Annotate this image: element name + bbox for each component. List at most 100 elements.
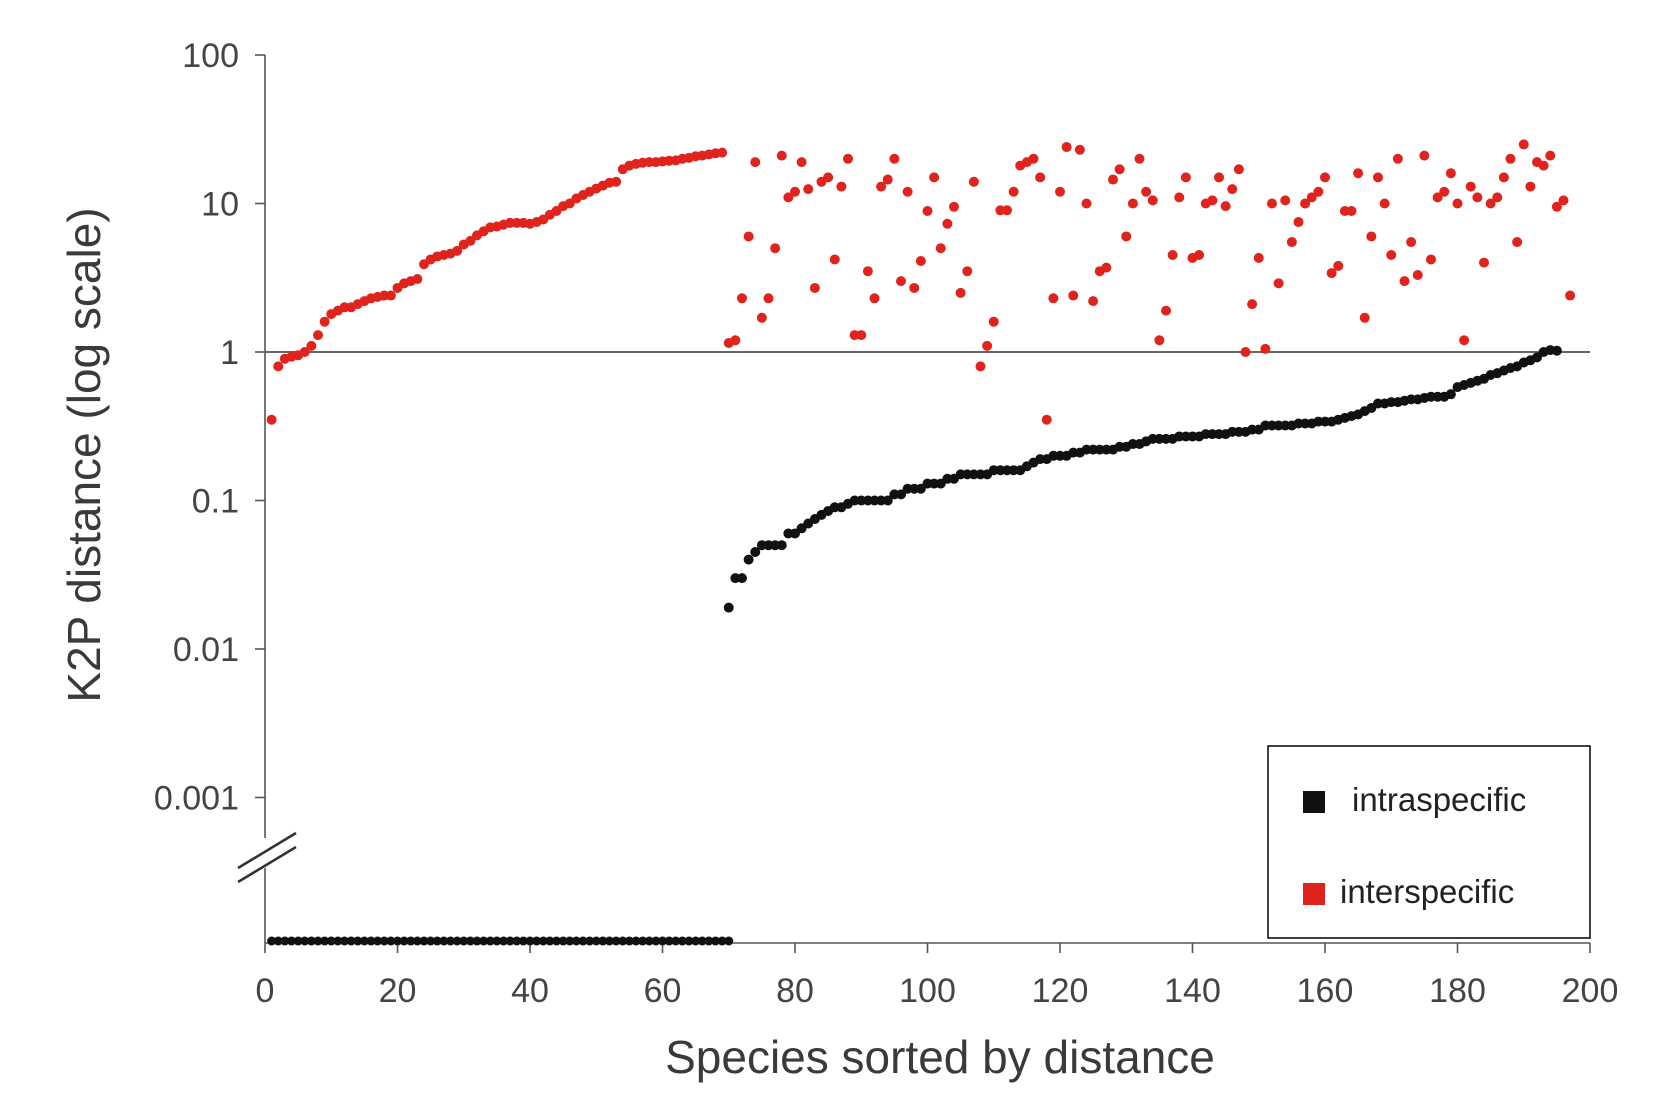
interspecific-point: [1313, 186, 1324, 197]
interspecific-point: [1194, 249, 1205, 260]
intraspecific-point: [492, 936, 502, 946]
interspecific-point: [1220, 201, 1231, 212]
intraspecific-point: [651, 936, 661, 946]
interspecific-point: [1565, 290, 1576, 301]
intraspecific-point: [1551, 345, 1562, 356]
interspecific-point: [319, 316, 330, 327]
interspecific-point: [1267, 198, 1277, 209]
interspecific-point: [1445, 168, 1456, 179]
intraspecific-point: [750, 546, 761, 557]
interspecific-point: [1028, 153, 1039, 164]
interspecific-point: [299, 347, 310, 357]
interspecific-point: [1399, 276, 1410, 287]
intraspecific-point: [426, 936, 436, 946]
interspecific-point: [776, 150, 787, 161]
interspecific-point: [1326, 268, 1337, 279]
interspecific-point: [949, 201, 959, 212]
x-tick-label: 140: [1164, 972, 1221, 1010]
intraspecific-point: [373, 936, 383, 946]
intraspecific-point: [896, 489, 906, 500]
intraspecific-point: [313, 936, 323, 946]
interspecific-point: [1214, 172, 1224, 183]
interspecific-point: [1465, 181, 1476, 192]
interspecific-point: [1386, 249, 1397, 260]
intraspecific-point: [1445, 389, 1456, 400]
interspecific-point: [1419, 150, 1430, 161]
interspecific-point: [862, 266, 873, 277]
interspecific-point: [783, 192, 794, 203]
interspecific-point: [306, 340, 317, 351]
intraspecific-point: [691, 936, 701, 946]
interspecific-point: [730, 335, 741, 346]
intraspecific-point: [359, 936, 369, 946]
interspecific-point: [1353, 168, 1364, 179]
intraspecific-point: [605, 936, 614, 946]
legend-swatch-interspecific: [1303, 883, 1325, 905]
interspecific-point: [1253, 252, 1264, 263]
intraspecific-point: [512, 936, 522, 946]
y-tick-label: 0.1: [192, 483, 239, 521]
interspecific-point: [743, 231, 754, 242]
y-tick-label: 100: [182, 37, 239, 75]
interspecific-point: [1439, 186, 1450, 197]
interspecific-point: [836, 181, 847, 192]
interspecific-point: [1538, 160, 1549, 171]
intraspecific-point: [432, 936, 442, 946]
interspecific-point: [1068, 290, 1079, 301]
interspecific-point: [975, 361, 986, 372]
interspecific-point: [1492, 192, 1503, 203]
intraspecific-point: [525, 936, 535, 946]
interspecific-point: [737, 293, 747, 304]
interspecific-point: [1114, 164, 1125, 175]
interspecific-point: [1233, 164, 1244, 175]
y-tick-label: 10: [201, 186, 239, 224]
interspecific-point: [273, 361, 284, 372]
interspecific-point: [1306, 192, 1317, 203]
intraspecific-point: [545, 936, 555, 946]
intraspecific-point: [340, 936, 349, 946]
interspecific-point: [1392, 153, 1403, 164]
interspecific-point: [809, 282, 820, 293]
intraspecific-point: [518, 936, 528, 946]
interspecific-point: [1260, 343, 1271, 354]
interspecific-point: [1452, 198, 1463, 209]
interspecific-point: [452, 245, 463, 256]
intraspecific-point: [538, 936, 548, 946]
interspecific-point: [1127, 198, 1138, 209]
x-tick-label: 40: [511, 972, 549, 1010]
intraspecific-point: [624, 936, 634, 946]
interspecific-point: [889, 153, 900, 164]
intraspecific-point: [598, 936, 608, 946]
interspecific-point: [1406, 237, 1417, 248]
x-tick-label: 180: [1429, 972, 1486, 1010]
interspecific-point: [1293, 217, 1304, 228]
interspecific-point: [1286, 237, 1297, 248]
interspecific-point: [756, 312, 767, 323]
interspecific-point: [803, 184, 814, 195]
x-tick-label: 0: [256, 972, 275, 1010]
interspecific-point: [1426, 254, 1436, 265]
intraspecific-point: [326, 936, 336, 946]
interspecific-point: [823, 172, 834, 183]
intraspecific-point: [505, 936, 515, 946]
interspecific-point: [1174, 192, 1185, 203]
interspecific-point: [1134, 153, 1145, 164]
intraspecific-point: [406, 936, 416, 946]
intraspecific-point: [320, 936, 330, 946]
interspecific-point: [1432, 192, 1443, 203]
intraspecific-point: [499, 936, 508, 946]
interspecific-point: [1512, 237, 1523, 248]
y-axis-break-mark: [237, 845, 297, 884]
x-axis-title: Species sorted by distance: [665, 1031, 1215, 1083]
interspecific-point: [968, 176, 979, 187]
interspecific-point: [763, 293, 774, 304]
intraspecific-point: [671, 936, 681, 946]
intraspecific-point: [611, 936, 621, 946]
interspecific-point: [1459, 335, 1470, 346]
interspecific-point: [1525, 181, 1536, 192]
intraspecific-point: [472, 936, 482, 946]
interspecific-point: [1161, 305, 1171, 316]
interspecific-point: [1088, 296, 1099, 307]
x-tick-label: 160: [1297, 972, 1354, 1010]
